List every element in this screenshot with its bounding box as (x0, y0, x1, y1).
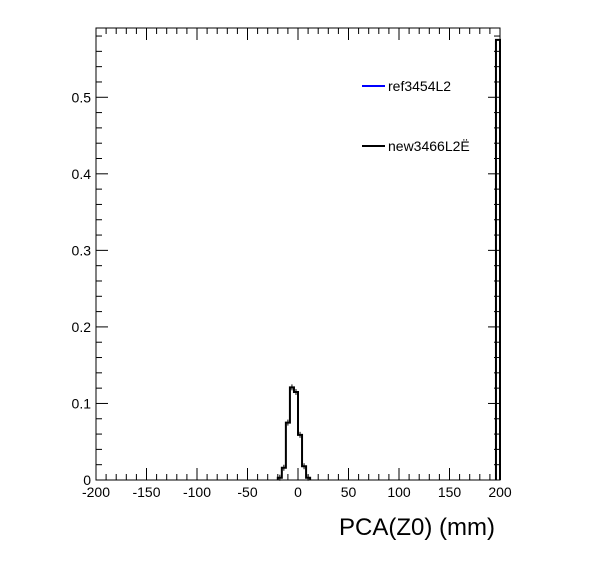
x-tick-label: 200 (488, 484, 512, 500)
y-tick-label: 0.3 (72, 242, 92, 258)
axis-ticks (95, 28, 501, 481)
x-tick-label: -100 (183, 484, 211, 500)
y-tick-label: 0 (83, 472, 91, 488)
y-tick-label: 0.5 (72, 89, 92, 105)
y-tick-label: 0.2 (72, 319, 92, 335)
x-tick-label: -150 (132, 484, 160, 500)
y-tick-label: 0.4 (72, 166, 92, 182)
x-tick-label: 150 (438, 484, 462, 500)
tick-labels: -200 -150 -100 -50 0 50 100 150 200 0 0.1 0.2 0.3 0.4… (72, 89, 512, 500)
legend: ref3454L2 new3466L2Ë (357, 66, 477, 166)
x-tick-label: 100 (387, 484, 411, 500)
x-tick-label: 0 (294, 484, 302, 500)
legend-label: ref3454L2 (388, 78, 451, 94)
legend-label: new3466L2Ë (388, 138, 470, 154)
x-axis-title: PCA(Z0) (mm) (339, 514, 495, 541)
x-tick-label: -50 (237, 484, 257, 500)
legend-box (357, 66, 477, 166)
y-tick-label: 0.1 (72, 395, 92, 411)
plot-frame (95, 27, 501, 481)
x-tick-label: 50 (341, 484, 357, 500)
x-tick-label: -200 (82, 484, 110, 500)
